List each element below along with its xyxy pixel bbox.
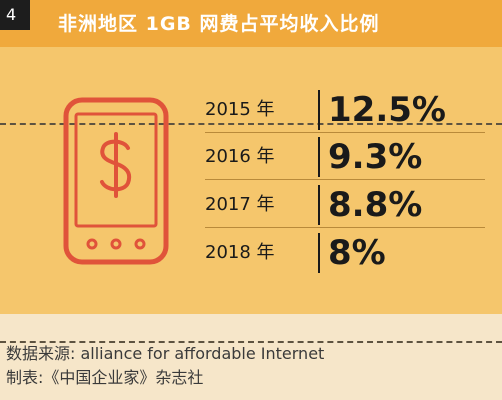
- row-divider: [205, 179, 485, 180]
- phone-dot-1: [86, 238, 98, 250]
- phone-dollar-icon: [63, 97, 169, 265]
- row-divider: [205, 132, 485, 133]
- row-separator: [318, 137, 320, 177]
- phone-dot-2: [110, 238, 122, 250]
- year-label: 2016 年: [205, 146, 275, 167]
- data-row: 2017 年 8.8%: [0, 183, 502, 228]
- chart-title: 非洲地区 1GB 网费占平均收入比例: [58, 13, 380, 35]
- maker-credit-text: 制表:《中国企业家》杂志社: [6, 368, 204, 387]
- figure-number-badge: 4: [0, 0, 30, 30]
- percentage-value: 8.8%: [328, 185, 423, 225]
- row-separator: [318, 185, 320, 225]
- data-source-text: 数据来源: alliance for affordable Internet: [6, 344, 325, 363]
- percentage-value: 8%: [328, 233, 386, 273]
- year-label: 2018 年: [205, 242, 275, 263]
- percentage-value: 12.5%: [328, 90, 446, 130]
- row-separator: [318, 233, 320, 273]
- data-row: 2016 年 9.3%: [0, 135, 502, 180]
- percentage-value: 9.3%: [328, 137, 423, 177]
- divider-dashed-top: [0, 123, 502, 125]
- row-divider: [205, 227, 485, 228]
- year-label: 2015 年: [205, 99, 275, 120]
- year-label: 2017 年: [205, 194, 275, 215]
- phone-body: [63, 97, 169, 265]
- chart-panel: [0, 47, 502, 343]
- data-row: 2018 年 8%: [0, 231, 502, 275]
- header-bar: 4 非洲地区 1GB 网费占平均收入比例: [0, 0, 502, 47]
- divider-dashed-bottom: [0, 341, 502, 343]
- phone-screen: [74, 112, 158, 228]
- data-row: 2015 年 12.5%: [0, 88, 502, 133]
- row-separator: [318, 90, 320, 130]
- phone-dot-3: [134, 238, 146, 250]
